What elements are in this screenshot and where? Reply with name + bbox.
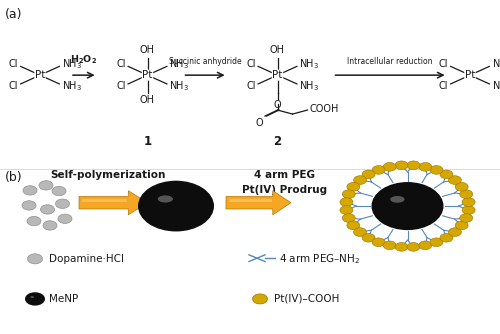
Circle shape (430, 238, 443, 246)
Circle shape (362, 233, 375, 242)
Circle shape (23, 186, 37, 195)
Circle shape (419, 163, 432, 171)
Text: Pt(IV) Prodrug: Pt(IV) Prodrug (242, 185, 328, 195)
Text: O: O (256, 118, 263, 128)
Circle shape (460, 190, 472, 198)
Circle shape (56, 199, 70, 208)
Circle shape (354, 228, 366, 236)
Circle shape (460, 214, 472, 222)
Circle shape (43, 221, 57, 230)
Circle shape (340, 206, 353, 214)
Circle shape (354, 176, 366, 184)
Text: NH$_3$: NH$_3$ (62, 79, 82, 93)
Text: Cl: Cl (438, 59, 448, 69)
Polygon shape (82, 199, 128, 202)
Circle shape (58, 214, 72, 223)
Text: NH$_3$: NH$_3$ (300, 57, 320, 71)
Circle shape (40, 205, 54, 214)
Circle shape (407, 242, 420, 251)
Text: Succinic anhydride: Succinic anhydride (168, 57, 242, 66)
Text: MeNP: MeNP (49, 294, 78, 304)
Text: Cl: Cl (8, 59, 18, 69)
Text: OH: OH (270, 45, 285, 55)
Text: Cl: Cl (438, 81, 448, 91)
Circle shape (383, 163, 396, 171)
Circle shape (28, 254, 42, 264)
Text: $\mathbf{H_2O_2}$: $\mathbf{H_2O_2}$ (70, 53, 97, 66)
Circle shape (372, 166, 385, 174)
Circle shape (25, 292, 45, 306)
Circle shape (448, 228, 462, 236)
Circle shape (340, 198, 353, 206)
Circle shape (362, 170, 375, 179)
Text: Pt: Pt (142, 70, 152, 80)
Text: NH$_3$: NH$_3$ (300, 79, 320, 93)
Text: NH$_3$: NH$_3$ (492, 79, 500, 93)
Text: (b): (b) (5, 171, 22, 184)
Circle shape (448, 176, 462, 184)
Text: Cl: Cl (116, 81, 126, 91)
Circle shape (39, 181, 53, 190)
Text: Pt: Pt (35, 70, 45, 80)
Text: 4 arm PEG–NH$_2$: 4 arm PEG–NH$_2$ (279, 252, 360, 266)
Circle shape (462, 198, 475, 206)
Text: Self-polymerization: Self-polymerization (50, 170, 165, 180)
Circle shape (383, 241, 396, 249)
Text: NH$_3$: NH$_3$ (170, 79, 190, 93)
Circle shape (138, 181, 214, 231)
Circle shape (407, 161, 420, 170)
Text: 1: 1 (144, 136, 152, 148)
Circle shape (27, 216, 41, 226)
Ellipse shape (390, 196, 404, 203)
Polygon shape (229, 199, 272, 202)
Text: Cl: Cl (8, 81, 18, 91)
Circle shape (347, 221, 360, 230)
Text: (a): (a) (5, 8, 22, 21)
Circle shape (455, 182, 468, 191)
Polygon shape (226, 191, 291, 215)
Text: OH: OH (140, 45, 155, 55)
Circle shape (372, 238, 385, 246)
Text: Cl: Cl (116, 59, 126, 69)
Circle shape (342, 190, 355, 198)
Circle shape (252, 294, 268, 304)
Text: Cl: Cl (246, 81, 256, 91)
Text: O: O (274, 100, 281, 110)
Ellipse shape (158, 195, 173, 202)
Circle shape (419, 241, 432, 249)
Text: Cl: Cl (246, 59, 256, 69)
Text: Pt: Pt (465, 70, 475, 80)
Circle shape (440, 170, 453, 179)
Text: COOH: COOH (310, 104, 340, 114)
Text: Intracellular reduction: Intracellular reduction (347, 57, 433, 66)
Text: Dopamine·HCl: Dopamine·HCl (49, 254, 124, 264)
Ellipse shape (30, 296, 34, 298)
Circle shape (395, 161, 408, 170)
Text: 4 arm PEG: 4 arm PEG (254, 170, 316, 180)
Circle shape (430, 166, 443, 174)
Circle shape (52, 186, 66, 196)
Text: Pt: Pt (272, 70, 282, 80)
Text: NH$_3$: NH$_3$ (170, 57, 190, 71)
Text: Pt(IV)–COOH: Pt(IV)–COOH (274, 294, 340, 304)
Circle shape (395, 242, 408, 251)
Circle shape (347, 182, 360, 191)
Circle shape (455, 221, 468, 230)
Text: NH$_3$: NH$_3$ (62, 57, 82, 71)
Circle shape (440, 233, 453, 242)
Circle shape (22, 201, 36, 210)
Circle shape (462, 206, 475, 214)
Text: OH: OH (140, 96, 155, 105)
Circle shape (372, 182, 444, 230)
Polygon shape (79, 191, 148, 215)
Text: 2: 2 (274, 136, 281, 148)
Circle shape (342, 214, 355, 222)
Text: NH$_3$: NH$_3$ (492, 57, 500, 71)
